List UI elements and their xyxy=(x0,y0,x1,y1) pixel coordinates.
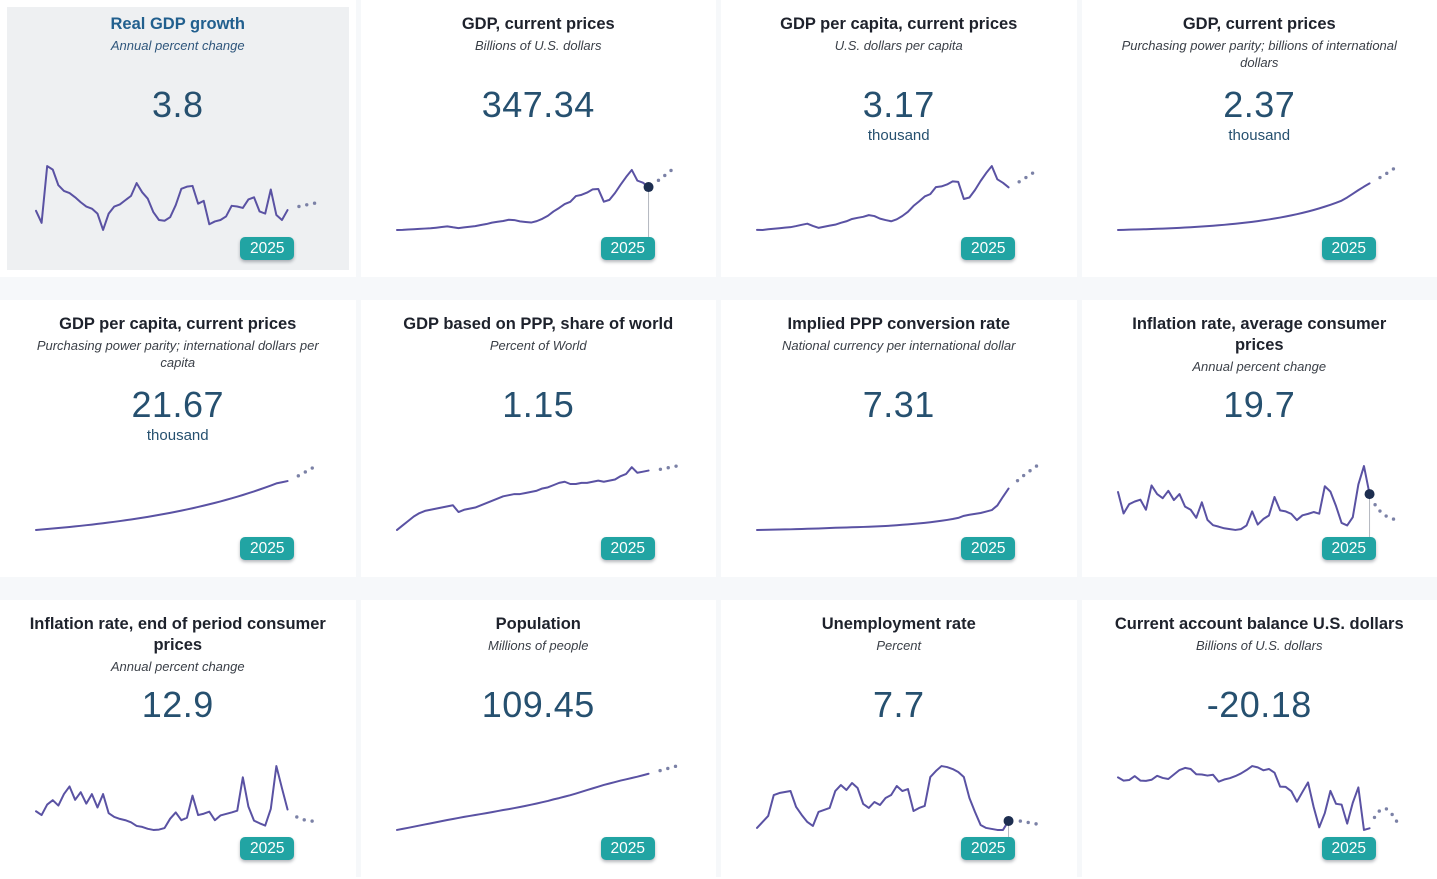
sparkline-chart xyxy=(35,765,314,831)
year-badge: 2025 xyxy=(1321,837,1376,860)
tile-value: 347.34 xyxy=(481,84,595,125)
sparkline-chart xyxy=(35,466,314,531)
indicator-tile-gdp-per-capita-usd[interactable]: GDP per capita, current prices U.S. doll… xyxy=(721,0,1077,277)
tile-value: 19.7 xyxy=(1223,384,1296,425)
year-badge: 2025 xyxy=(1321,537,1376,560)
tile-subtitle: National currency per international doll… xyxy=(782,338,1016,353)
sparkline-chart xyxy=(35,165,317,231)
tile-title: Current account balance U.S. dollars xyxy=(1114,615,1404,633)
tile-value: 1.15 xyxy=(502,384,575,425)
tile-subtitle: Billions of U.S. dollars xyxy=(1196,638,1323,653)
tile-value: 3.17 xyxy=(862,84,935,125)
tile-subtitle: Billions of U.S. dollars xyxy=(475,38,602,53)
tile-subtitle: Annual percent change xyxy=(110,659,245,674)
tile-title: Implied PPP conversion rate xyxy=(787,315,1011,333)
indicator-tile-implied-ppp-rate[interactable]: Implied PPP conversion rate National cur… xyxy=(721,300,1077,577)
tile-title: GDP based on PPP, share of world xyxy=(403,315,674,333)
tile-value: 21.67 xyxy=(131,384,225,425)
tile-subtitle: Millions of people xyxy=(488,638,589,653)
tile-title: Inflation rate, average consumer prices xyxy=(1132,315,1387,354)
tile-title: Real GDP growth xyxy=(110,15,245,33)
tile-title: GDP per capita, current prices xyxy=(59,315,297,333)
indicator-tile-gdp-current-prices-ppp[interactable]: GDP, current prices Purchasing power par… xyxy=(1081,0,1437,277)
sparkline-chart xyxy=(1116,465,1395,537)
year-badge: 2025 xyxy=(1321,237,1376,260)
indicator-tile-real-gdp-growth[interactable]: Real GDP growth Annual percent change 3.… xyxy=(0,0,356,277)
tile-value: 7.7 xyxy=(872,684,925,725)
tile-title: GDP, current prices xyxy=(1182,15,1336,33)
tile-title: Inflation rate, end of period consumer p… xyxy=(29,615,326,654)
tile-unit: thousand xyxy=(1228,127,1291,144)
sparkline-chart xyxy=(756,165,1035,231)
tile-subtitle: Annual percent change xyxy=(1192,359,1327,374)
year-badge: 2025 xyxy=(240,837,295,860)
sparkline-chart xyxy=(1116,765,1398,831)
tile-subtitle: Annual percent change xyxy=(110,38,245,53)
tile-title: Population xyxy=(495,615,581,633)
tile-subtitle: U.S. dollars per capita xyxy=(834,38,963,53)
year-badge: 2025 xyxy=(600,237,655,260)
tile-title: GDP, current prices xyxy=(461,15,615,33)
indicator-tile-inflation-end-of-period[interactable]: Inflation rate, end of period consumer p… xyxy=(0,600,356,877)
year-badge: 2025 xyxy=(961,537,1016,560)
sparkline-chart xyxy=(756,765,1038,837)
year-badge: 2025 xyxy=(240,237,295,260)
tile-value: 12.9 xyxy=(141,684,214,725)
sparkline-chart xyxy=(1116,167,1395,231)
tile-value: -20.18 xyxy=(1206,684,1312,725)
indicator-tile-inflation-average[interactable]: Inflation rate, average consumer prices … xyxy=(1081,300,1437,577)
year-badge: 2025 xyxy=(961,837,1016,860)
tile-subtitle: Percent xyxy=(876,638,922,653)
tile-value: 2.37 xyxy=(1223,84,1296,125)
sparkline-chart xyxy=(395,464,678,531)
tile-unit: thousand xyxy=(867,127,930,144)
year-badge: 2025 xyxy=(600,837,655,860)
tile-subtitle: Percent of World xyxy=(489,338,587,353)
year-badge: 2025 xyxy=(961,237,1016,260)
year-badge: 2025 xyxy=(240,537,295,560)
sparkline-chart xyxy=(395,168,673,237)
indicator-tile-gdp-per-capita-ppp[interactable]: GDP per capita, current prices Purchasin… xyxy=(0,300,356,577)
indicator-tile-current-account-balance[interactable]: Current account balance U.S. dollars Bil… xyxy=(1081,600,1437,877)
indicator-tile-gdp-share-of-world[interactable]: GDP based on PPP, share of world Percent… xyxy=(360,300,716,577)
sparkline-chart xyxy=(756,464,1039,531)
indicator-tile-gdp-current-prices-usd[interactable]: GDP, current prices Billions of U.S. dol… xyxy=(360,0,716,277)
indicator-tile-unemployment-rate[interactable]: Unemployment rate Percent 7.7 2025 xyxy=(721,600,1077,877)
year-badge: 2025 xyxy=(600,537,655,560)
tile-title: Unemployment rate xyxy=(821,615,976,633)
tile-subtitle: Purchasing power parity; international d… xyxy=(36,338,319,370)
tile-unit: thousand xyxy=(146,427,209,444)
sparkline-chart xyxy=(395,764,677,831)
tile-value: 7.31 xyxy=(862,384,935,425)
tile-value: 3.8 xyxy=(151,84,204,125)
tile-value: 109.45 xyxy=(481,684,595,725)
tile-subtitle: Purchasing power parity; billions of int… xyxy=(1121,38,1397,70)
indicator-tile-population[interactable]: Population Millions of people 109.45 202… xyxy=(360,600,716,877)
tile-title: GDP per capita, current prices xyxy=(780,15,1018,33)
